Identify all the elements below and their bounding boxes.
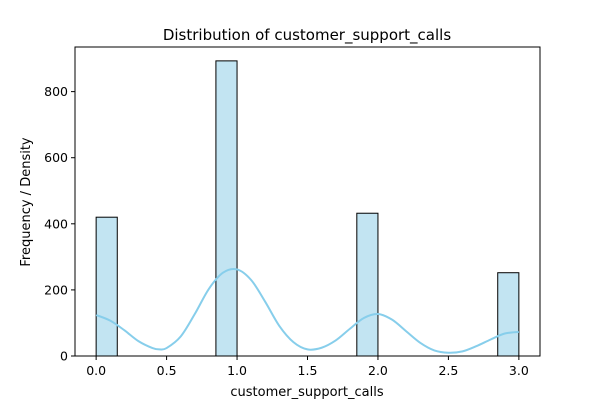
x-axis-ticks: 0.0 0.5 1.0 1.5 2.0 2.5 3.0 xyxy=(86,356,529,378)
y-tick-label: 600 xyxy=(44,150,68,165)
y-tick-label: 200 xyxy=(44,282,68,297)
histogram-bar-0 xyxy=(95,216,118,357)
histogram-bar-3 xyxy=(497,272,520,357)
histogram-bar-2 xyxy=(356,212,379,357)
y-axis-label: Frequency / Density xyxy=(19,137,34,267)
x-tick-label: 2.0 xyxy=(368,363,388,378)
x-tick-label: 1.5 xyxy=(298,363,318,378)
x-axis-label: customer_support_calls xyxy=(230,385,383,400)
x-tick-label: 2.5 xyxy=(438,363,458,378)
density-curve xyxy=(95,267,519,354)
plot-frame xyxy=(74,46,541,357)
x-tick-label: 3.0 xyxy=(509,363,529,378)
bars-group xyxy=(95,60,520,357)
histogram-bar-1 xyxy=(215,60,238,357)
y-tick-label: 800 xyxy=(44,84,68,99)
x-tick-label: 0.5 xyxy=(157,363,177,378)
x-tick-label: 1.0 xyxy=(227,363,247,378)
y-axis-ticks: 0 200 400 600 800 xyxy=(44,84,75,364)
y-tick-label: 0 xyxy=(60,349,68,364)
x-tick-label: 0.0 xyxy=(86,363,106,378)
chart-title: Distribution of customer_support_calls xyxy=(163,26,452,45)
y-tick-label: 400 xyxy=(44,216,68,231)
